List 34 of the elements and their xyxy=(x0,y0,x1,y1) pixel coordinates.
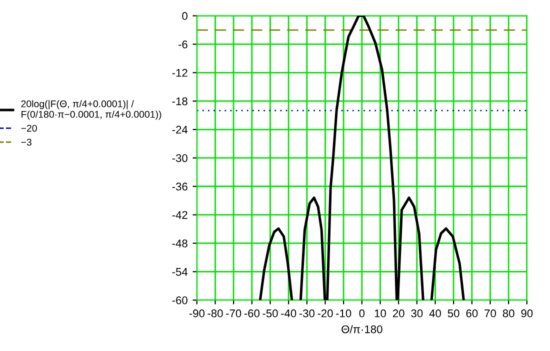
x-tick-label: 90 xyxy=(521,309,533,318)
x-tick-label: 30 xyxy=(411,309,423,318)
x-tick-label: 0 xyxy=(359,309,365,318)
y-tick-label: -12 xyxy=(172,68,188,77)
y-tick-label: -60 xyxy=(172,296,188,304)
y-tick-label: -48 xyxy=(172,240,188,248)
x-tick-label: -20 xyxy=(318,309,333,318)
x-tick-label: 20 xyxy=(392,309,404,318)
x-tick-label: -90 xyxy=(189,309,204,318)
y-tick-label: -42 xyxy=(172,211,188,219)
x-tick-label: -30 xyxy=(299,309,314,318)
y-tick-label: -30 xyxy=(172,154,188,162)
x-tick-label: -40 xyxy=(281,309,296,318)
x-tick-label: -80 xyxy=(208,309,223,318)
legend-label: 20log(|F(Θ, π/4+0.0001)| / F(0/180·π−0.0001, π/4+0.0001)) xyxy=(21,100,162,120)
x-tick-label: 70 xyxy=(484,309,496,318)
x-axis-title: Θ/π·180 xyxy=(342,325,382,334)
x-tick-label: 50 xyxy=(448,309,460,318)
legend-label: −3 xyxy=(21,138,32,146)
x-tick-label: -60 xyxy=(244,309,260,318)
legend-label: −20 xyxy=(21,124,37,132)
x-tick-label: 80 xyxy=(502,309,514,318)
y-tick-label: -54 xyxy=(172,268,188,276)
y-tick-label: -36 xyxy=(172,182,188,191)
x-tick-label: 10 xyxy=(374,309,386,318)
y-tick-label: 0 xyxy=(182,12,188,20)
y-tick-label: -18 xyxy=(172,97,188,106)
x-tick-label: 40 xyxy=(429,309,441,318)
y-tick-label: -24 xyxy=(172,126,188,134)
x-tick-label: -10 xyxy=(336,309,352,318)
y-tick-label: -6 xyxy=(178,40,188,48)
x-tick-label: 60 xyxy=(466,309,478,318)
x-tick-label: -70 xyxy=(226,309,242,318)
x-tick-label: -50 xyxy=(262,309,278,318)
